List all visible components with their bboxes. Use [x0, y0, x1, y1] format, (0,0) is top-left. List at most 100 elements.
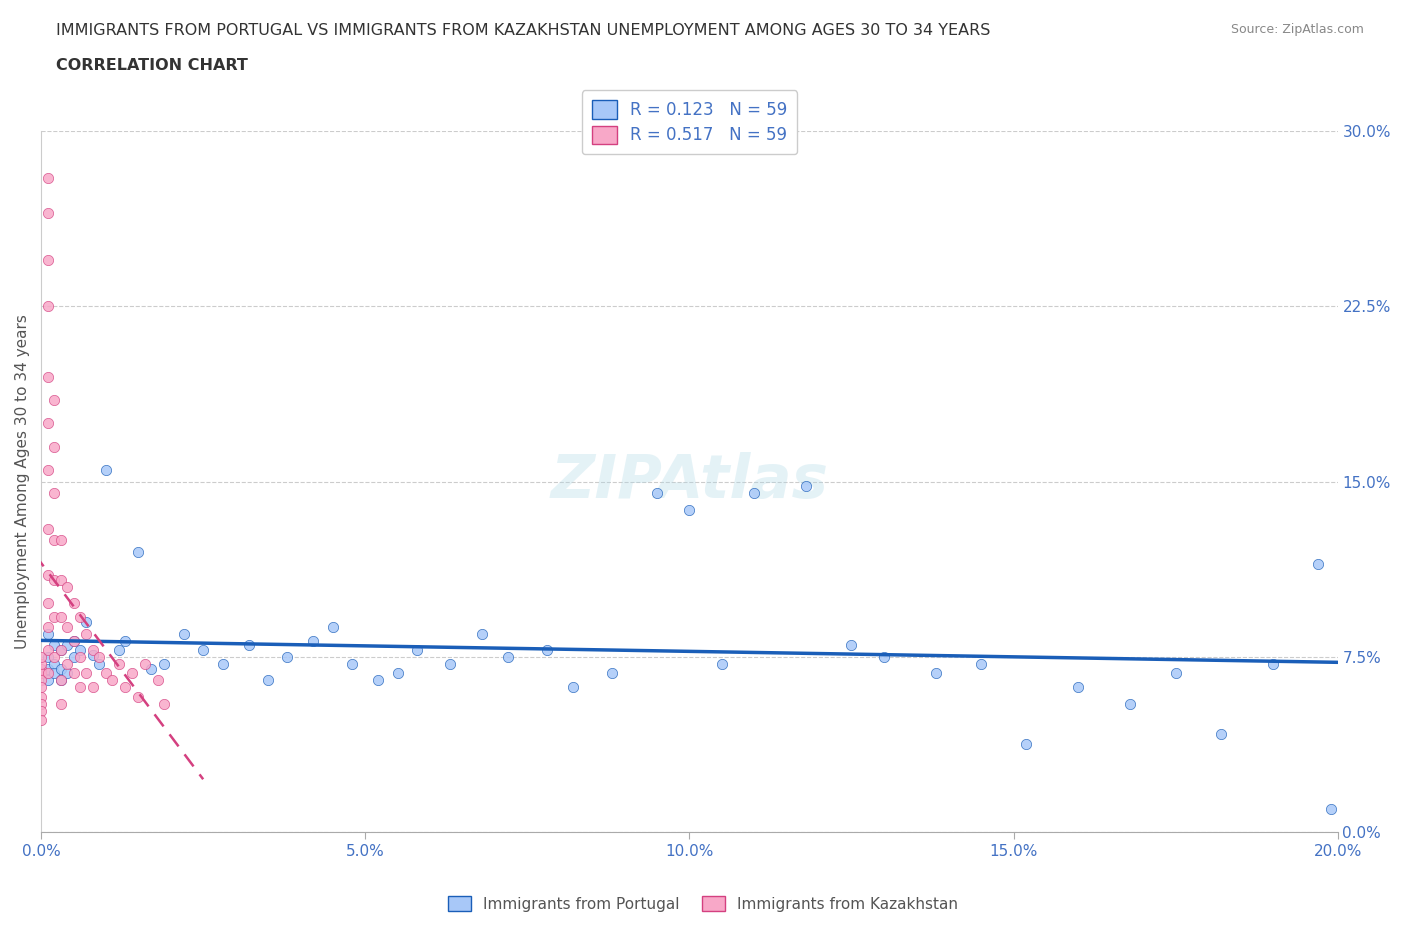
Point: [69, 680, 91, 695]
Point: [30, 657, 52, 671]
Point: [37, 643, 59, 658]
Point: [561, 680, 583, 695]
Point: [873, 650, 896, 665]
Point: [342, 657, 364, 671]
Point: [121, 666, 143, 681]
Point: [69, 650, 91, 665]
Point: [30, 703, 52, 718]
Point: [49, 661, 72, 676]
Point: [127, 689, 149, 704]
Point: [30, 650, 52, 665]
Point: [62, 650, 84, 665]
Point: [1209, 726, 1232, 741]
Point: [82, 647, 104, 662]
Text: Source: ZipAtlas.com: Source: ZipAtlas.com: [1230, 23, 1364, 36]
Point: [496, 650, 519, 665]
Point: [471, 626, 494, 641]
Point: [1067, 680, 1090, 695]
Point: [42, 657, 65, 671]
Point: [37, 299, 59, 314]
Point: [37, 568, 59, 583]
Point: [56, 619, 79, 634]
Point: [37, 626, 59, 641]
Point: [37, 416, 59, 431]
Point: [1119, 697, 1142, 711]
Point: [69, 610, 91, 625]
Point: [387, 666, 409, 681]
Point: [536, 643, 558, 658]
Point: [49, 573, 72, 588]
Point: [82, 643, 104, 658]
Point: [37, 252, 59, 267]
Point: [101, 673, 124, 688]
Text: ZIPAtlas: ZIPAtlas: [550, 452, 828, 512]
Point: [69, 643, 91, 658]
Point: [742, 486, 765, 501]
Point: [925, 666, 948, 681]
Point: [42, 486, 65, 501]
Point: [49, 643, 72, 658]
Point: [108, 643, 131, 658]
Point: [82, 680, 104, 695]
Point: [127, 544, 149, 559]
Text: IMMIGRANTS FROM PORTUGAL VS IMMIGRANTS FROM KAZAKHSTAN UNEMPLOYMENT AMONG AGES 3: IMMIGRANTS FROM PORTUGAL VS IMMIGRANTS F…: [56, 23, 991, 38]
Point: [49, 533, 72, 548]
Point: [37, 462, 59, 477]
Point: [37, 170, 59, 185]
Point: [1261, 657, 1284, 671]
Point: [211, 657, 233, 671]
Point: [37, 206, 59, 220]
Point: [94, 666, 117, 681]
Point: [970, 657, 993, 671]
Y-axis label: Unemployment Among Ages 30 to 34 years: Unemployment Among Ages 30 to 34 years: [15, 314, 30, 649]
Point: [193, 643, 215, 658]
Point: [42, 573, 65, 588]
Point: [37, 650, 59, 665]
Point: [42, 533, 65, 548]
Point: [30, 661, 52, 676]
Point: [153, 697, 176, 711]
Point: [37, 369, 59, 384]
Point: [114, 680, 136, 695]
Point: [62, 666, 84, 681]
Text: CORRELATION CHART: CORRELATION CHART: [56, 58, 247, 73]
Point: [49, 643, 72, 658]
Point: [276, 650, 298, 665]
Point: [42, 392, 65, 407]
Point: [134, 657, 156, 671]
Point: [114, 633, 136, 648]
Point: [30, 689, 52, 704]
Point: [89, 657, 111, 671]
Point: [30, 680, 52, 695]
Point: [37, 666, 59, 681]
Point: [62, 596, 84, 611]
Point: [406, 643, 429, 658]
Point: [56, 579, 79, 594]
Point: [37, 619, 59, 634]
Point: [49, 673, 72, 688]
Point: [42, 666, 65, 681]
Legend: R = 0.123   N = 59, R = 0.517   N = 59: R = 0.123 N = 59, R = 0.517 N = 59: [582, 90, 797, 154]
Point: [30, 673, 52, 688]
Point: [94, 462, 117, 477]
Point: [678, 502, 700, 517]
Point: [367, 673, 389, 688]
Point: [257, 673, 280, 688]
Point: [42, 439, 65, 454]
Point: [1320, 802, 1343, 817]
Point: [37, 661, 59, 676]
Point: [600, 666, 623, 681]
Point: [62, 633, 84, 648]
Point: [76, 666, 98, 681]
Point: [76, 615, 98, 630]
Legend: Immigrants from Portugal, Immigrants from Kazakhstan: Immigrants from Portugal, Immigrants fro…: [441, 889, 965, 918]
Point: [49, 697, 72, 711]
Point: [42, 610, 65, 625]
Point: [56, 657, 79, 671]
Point: [49, 610, 72, 625]
Point: [710, 657, 733, 671]
Point: [302, 633, 325, 648]
Point: [30, 666, 52, 681]
Point: [1308, 556, 1330, 571]
Point: [173, 626, 195, 641]
